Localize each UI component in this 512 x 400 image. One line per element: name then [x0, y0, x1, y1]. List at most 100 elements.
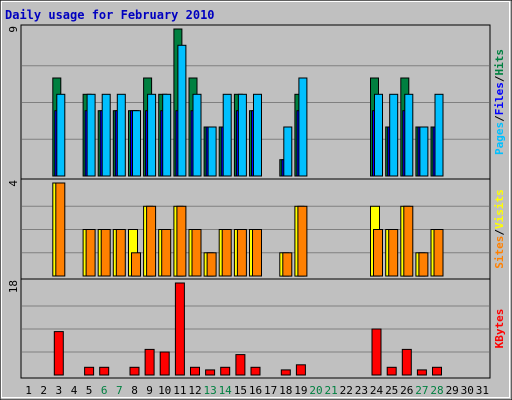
- x-tick-label: 28: [430, 384, 443, 397]
- bar-hits-pages-day-7: [116, 93, 126, 177]
- series-label-part: /: [493, 229, 506, 236]
- x-tick-label: 13: [203, 384, 216, 397]
- x-tick-label: 24: [370, 384, 384, 397]
- bar-kbytes-kbytes-day-27: [416, 369, 427, 376]
- bar-kbytes-kbytes-day-24: [371, 328, 382, 376]
- bar-visits-sites-day-5: [85, 229, 96, 277]
- x-tick-label: 29: [446, 384, 459, 397]
- bar-visits-sites-day-12: [191, 229, 202, 277]
- bar-visits-sites-day-9: [146, 205, 157, 277]
- x-tick-label: 22: [340, 384, 353, 397]
- series-label-part: /: [493, 75, 506, 82]
- y-max-label-visits: 4: [7, 180, 20, 187]
- x-tick-label: 10: [158, 384, 171, 397]
- y-max-label-hits: 9: [7, 26, 20, 33]
- series-label-part: Files: [493, 82, 506, 115]
- bar-hits-pages-day-25: [389, 93, 399, 177]
- bar-visits-sites-day-25: [388, 229, 399, 277]
- bar-visits-sites-day-10: [161, 229, 172, 277]
- bar-hits-pages-day-3: [56, 93, 66, 177]
- bar-visits-sites-day-6: [100, 229, 111, 277]
- bar-hits-pages-day-24: [374, 93, 383, 177]
- bar-kbytes-kbytes-day-13: [205, 369, 216, 376]
- bar-hits-pages-day-16: [253, 93, 262, 177]
- bar-hits-pages-day-19: [298, 77, 308, 177]
- bar-hits-pages-day-14: [222, 93, 232, 177]
- bar-hits-pages-day-27: [419, 126, 429, 177]
- x-tick-label: 3: [55, 384, 62, 397]
- bar-hits-pages-day-6: [101, 93, 111, 177]
- bar-kbytes-kbytes-day-8: [129, 366, 140, 376]
- bar-visits-sites-day-27: [418, 252, 429, 277]
- series-label-part: Hits: [493, 49, 506, 76]
- bar-visits-sites-day-8: [131, 252, 141, 277]
- bar-kbytes-kbytes-day-9: [144, 348, 155, 376]
- x-tick-label: 1: [25, 384, 32, 397]
- x-tick-label: 18: [279, 384, 292, 397]
- x-tick-label: 4: [71, 384, 78, 397]
- series-label-part: Sites: [493, 236, 506, 269]
- x-tick-label: 19: [294, 384, 307, 397]
- series-label-part: Pages: [493, 122, 506, 155]
- x-tick-label: 15: [234, 384, 247, 397]
- series-label-part: KBytes: [493, 309, 506, 349]
- x-tick-label: 17: [264, 384, 277, 397]
- bar-hits-pages-day-26: [404, 93, 414, 177]
- x-axis: 1 2 3 4 5 6 7 8 9 10 11 12 13 14 15 16 17 18 19 20 21 22 23 24 2…: [25, 384, 489, 397]
- bar-visits-sites-day-26: [403, 205, 414, 277]
- x-tick-label: 25: [385, 384, 398, 397]
- series-label-part: /: [493, 115, 506, 122]
- bar-kbytes-kbytes-day-28: [432, 366, 442, 376]
- x-tick-label: 11: [173, 384, 186, 397]
- bar-hits-pages-day-10: [162, 93, 172, 177]
- bar-kbytes-kbytes-day-26: [401, 348, 412, 376]
- bar-kbytes-kbytes-day-16: [250, 366, 261, 376]
- panel-kbytes: 18 KBytes: [7, 278, 506, 379]
- bar-kbytes-kbytes-day-5: [84, 366, 95, 376]
- bar-kbytes-kbytes-day-14: [220, 366, 231, 376]
- bar-visits-sites-day-28: [433, 229, 444, 277]
- bar-visits-sites-day-11: [176, 205, 187, 277]
- bar-hits-pages-day-15: [237, 93, 247, 177]
- bar-visits-sites-day-3: [55, 182, 66, 277]
- series-label-part: Visits: [493, 189, 506, 229]
- y-max-label-kbytes: 18: [7, 280, 20, 293]
- bar-kbytes-kbytes-day-15: [235, 354, 246, 376]
- x-tick-label: 26: [400, 384, 413, 397]
- bar-kbytes-kbytes-day-25: [386, 366, 397, 376]
- x-tick-label: 20: [309, 384, 322, 397]
- x-tick-label: 7: [116, 384, 123, 397]
- bar-kbytes-kbytes-day-3: [53, 331, 64, 376]
- x-tick-label: 6: [101, 384, 108, 397]
- x-tick-label: 16: [249, 384, 262, 397]
- x-tick-label: 21: [324, 384, 337, 397]
- bar-visits-sites-day-14: [221, 229, 232, 277]
- bar-hits-pages-day-28: [434, 93, 444, 177]
- bar-hits-pages-day-5: [86, 93, 96, 177]
- bar-kbytes-kbytes-day-18: [280, 369, 291, 376]
- series-label-kbytes: KBytes: [493, 309, 506, 349]
- bar-hits-pages-day-11: [177, 44, 187, 177]
- panel-visits: 4 Sites/Visits: [7, 178, 506, 280]
- chart-title: Daily usage for February 2010: [5, 8, 215, 22]
- bar-hits-pages-day-13: [207, 126, 217, 177]
- x-tick-label: 8: [131, 384, 138, 397]
- bar-visits-sites-day-18: [282, 252, 293, 277]
- series-label-visits: Sites/Visits: [493, 189, 506, 269]
- x-tick-label: 31: [476, 384, 489, 397]
- bar-kbytes-kbytes-day-12: [190, 366, 200, 376]
- bar-hits-pages-day-8: [132, 110, 141, 177]
- x-tick-label: 14: [219, 384, 233, 397]
- bar-hits-pages-day-18: [283, 126, 293, 177]
- x-tick-label: 2: [40, 384, 47, 397]
- x-tick-label: 30: [461, 384, 474, 397]
- x-tick-label: 9: [146, 384, 153, 397]
- bar-kbytes-kbytes-day-10: [159, 351, 170, 376]
- bar-hits-pages-day-12: [192, 93, 202, 177]
- bar-hits-pages-day-9: [147, 93, 157, 177]
- series-label-hits: Pages/Files/Hits: [493, 49, 506, 155]
- bar-kbytes-kbytes-day-6: [99, 366, 110, 376]
